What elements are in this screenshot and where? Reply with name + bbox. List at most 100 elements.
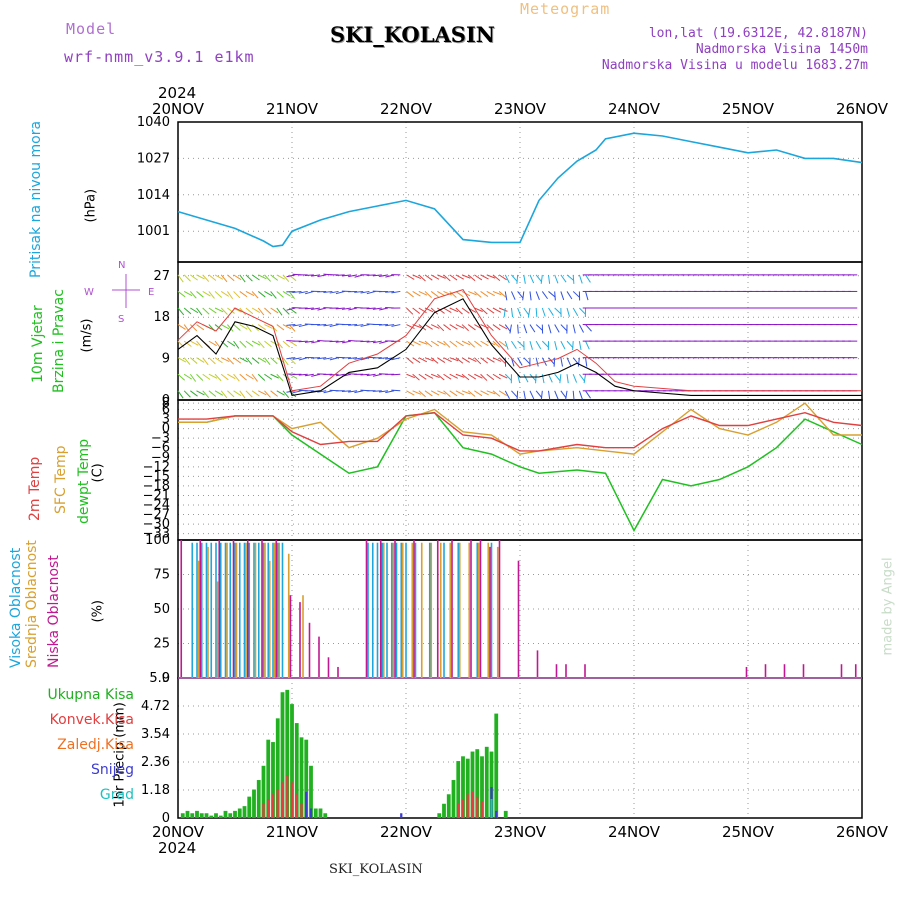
wind-arrow: [245, 390, 253, 398]
wind-arrow: [498, 307, 508, 312]
y-tick-label: −6: [151, 441, 170, 456]
total-precip-bar: [228, 813, 233, 818]
wind-arrow: [572, 274, 575, 284]
total-precip-bar: [446, 794, 451, 818]
wind-arrow: [572, 324, 576, 334]
snow-precip-bar: [309, 808, 313, 818]
wind-arrow: [270, 357, 278, 365]
wind-arrow: [449, 291, 457, 298]
wind-arrow: [239, 291, 248, 298]
wind-arrow: [220, 291, 230, 297]
wind-arrow: [385, 390, 395, 394]
wind-arrow: [517, 307, 522, 317]
wind-arrow: [541, 291, 548, 300]
wind-arrow: [548, 357, 555, 365]
wind-arrow: [288, 291, 295, 299]
conv-precip-bar: [267, 799, 270, 818]
wind-speed-line: [177, 298, 862, 397]
wind-arrow: [486, 307, 495, 314]
wind-arrow: [480, 357, 489, 364]
total-precip-bar: [280, 692, 285, 818]
wind-arrow: [437, 324, 445, 332]
y-tick-label: −24: [143, 498, 170, 513]
wind-arrow: [523, 390, 526, 400]
wind-arrow: [245, 274, 253, 282]
wind-arrow: [270, 291, 277, 299]
wind-arrow: [449, 373, 458, 379]
station-elevation: Nadmorska Visina 1450m: [695, 42, 868, 57]
snow-precip-bar: [495, 810, 498, 818]
wind-arrow: [418, 373, 427, 380]
wind-arrow: [529, 324, 536, 333]
x-tick-label-bottom: 25NOV: [722, 823, 775, 841]
total-precip-bar: [437, 813, 442, 818]
wind-arrow: [486, 357, 495, 363]
wind-arrow: [329, 290, 339, 294]
wind-arrow: [190, 340, 199, 346]
wind-arrow: [437, 373, 445, 381]
wind-arrow: [449, 324, 458, 330]
wind-arrow: [418, 357, 428, 363]
y-tick-label: 0: [162, 671, 170, 686]
wind-arrow: [461, 357, 470, 363]
wind-arrow: [461, 307, 470, 314]
wind-arrow: [430, 340, 440, 347]
wind-arrow: [430, 390, 440, 396]
wind-arrow: [257, 373, 266, 381]
y-tick-label: −9: [151, 450, 170, 465]
wind-arrow: [480, 291, 489, 297]
wind-arrow: [288, 340, 298, 347]
wind-arrow: [317, 274, 327, 278]
wind-arrow: [535, 307, 538, 318]
total-precip-bar: [451, 780, 456, 818]
x-tick-label-bottom: 23NOV: [494, 823, 547, 841]
y-tick-label: 27: [153, 269, 170, 284]
wind-arrow: [480, 274, 489, 280]
wind-arrow: [467, 324, 476, 331]
wind-arrow: [554, 324, 560, 333]
wind-arrow: [535, 291, 540, 301]
wind-arrow: [529, 274, 535, 284]
wind-arrow: [354, 324, 364, 327]
wind-arrow: [341, 307, 351, 310]
wind-arrow: [424, 274, 433, 281]
wind-arrow: [455, 357, 464, 364]
wind-arrow: [208, 274, 217, 281]
compass-n: N: [118, 260, 126, 271]
wind-arrow: [202, 357, 209, 366]
wind-arrow: [517, 291, 524, 299]
wind-arrow: [233, 274, 242, 281]
wind-arrow: [335, 274, 345, 276]
wind-arrow: [227, 390, 235, 398]
wind-arrow: [304, 340, 314, 343]
total-precip-bar: [199, 813, 204, 818]
total-precip-bar: [442, 803, 446, 818]
wind-arrow: [257, 340, 265, 349]
wind-arrow: [511, 340, 517, 349]
wind-arrow: [214, 390, 224, 396]
wind-arrow: [305, 290, 314, 295]
wind-arrow: [566, 307, 570, 317]
wind-arrow: [548, 324, 552, 334]
wind-arrow: [202, 274, 210, 282]
wind-arrow: [348, 357, 358, 360]
wind-arrow: [258, 357, 267, 363]
wind-arrow: [304, 307, 314, 310]
wind-arrow: [443, 390, 451, 398]
wind-arrow: [366, 307, 376, 310]
wind-arrow: [560, 324, 568, 332]
wind-arrow: [298, 290, 308, 294]
wind-arrow: [443, 274, 451, 282]
wind-arrow: [177, 307, 185, 316]
wind-arrow: [282, 324, 292, 330]
y-tick-label: 0: [162, 393, 170, 408]
y-tick-label: 1014: [137, 188, 170, 203]
wind-arrow: [239, 357, 248, 363]
wind-arrow: [406, 291, 414, 298]
wind-arrow: [282, 340, 291, 348]
wind-arrow: [233, 373, 240, 382]
wind-arrow: [535, 324, 544, 332]
y-tick-label: −30: [143, 517, 170, 532]
wind-arrow: [220, 390, 228, 399]
